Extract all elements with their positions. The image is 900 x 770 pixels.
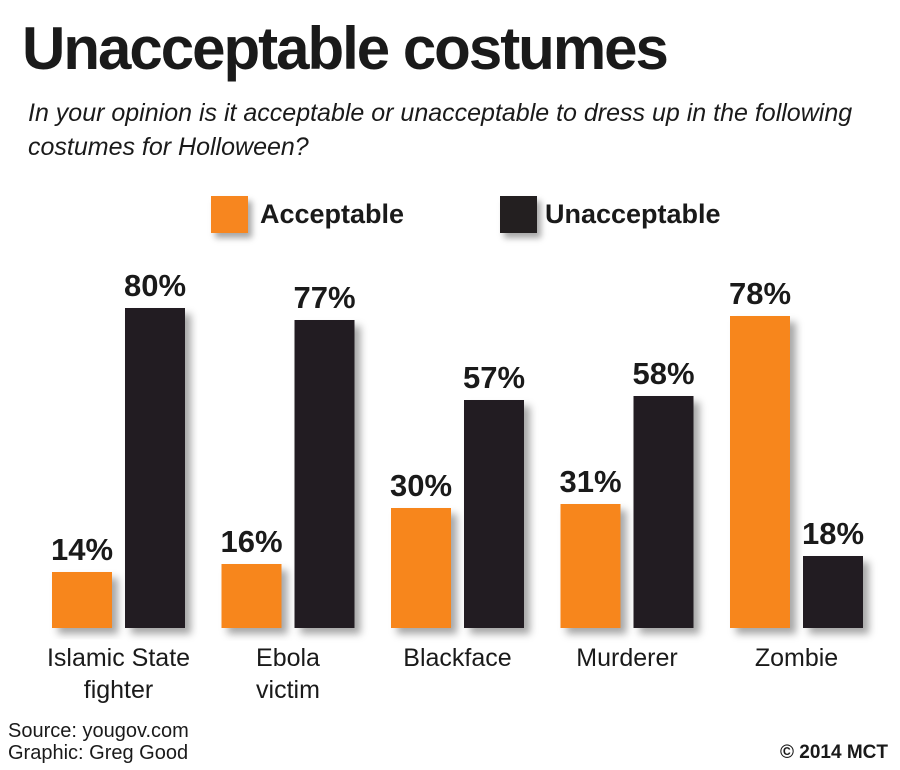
- legend-swatch-acceptable: [211, 196, 248, 233]
- legend-swatch-unacceptable: [500, 196, 537, 233]
- data-label-acceptable-0: 14%: [51, 532, 113, 567]
- bar-unacceptable-3: [633, 396, 694, 628]
- data-label-acceptable-4: 78%: [729, 276, 791, 311]
- bar-unacceptable-1: [294, 320, 355, 628]
- data-label-unacceptable-4: 18%: [802, 516, 864, 551]
- data-label-unacceptable-1: 77%: [293, 280, 355, 315]
- category-label-3: Murderer: [576, 644, 677, 672]
- chart-subtitle: In your opinion is it acceptable or unac…: [28, 99, 853, 161]
- category-label-0: Islamic State fighter: [47, 644, 190, 704]
- bar-acceptable-0: [52, 572, 112, 628]
- data-label-acceptable-1: 16%: [220, 524, 282, 559]
- category-label-1: Ebola victim: [256, 644, 320, 704]
- source-note: Source: yougov.com: [8, 720, 189, 742]
- data-label-acceptable-2: 30%: [390, 468, 452, 503]
- bar-acceptable-1: [221, 564, 282, 628]
- bar-unacceptable-0: [125, 308, 185, 628]
- chart-title: Unacceptable costumes: [22, 15, 669, 82]
- legend-label-unacceptable: Unacceptable: [545, 199, 721, 229]
- copyright: © 2014 MCT: [780, 742, 888, 763]
- category-label-2: Blackface: [403, 644, 511, 672]
- bar-unacceptable-4: [803, 556, 863, 628]
- data-label-unacceptable-3: 58%: [632, 356, 694, 391]
- category-label-4: Zombie: [755, 644, 838, 672]
- bar-acceptable-4: [730, 316, 790, 628]
- data-label-acceptable-3: 31%: [559, 464, 621, 499]
- legend-unacceptable: Unacceptable: [500, 196, 721, 233]
- legend-label-acceptable: Acceptable: [260, 199, 405, 229]
- data-label-unacceptable-2: 57%: [463, 360, 525, 395]
- bar-acceptable-2: [391, 508, 451, 628]
- data-label-unacceptable-0: 80%: [124, 268, 186, 303]
- legend-acceptable: Acceptable: [211, 196, 404, 233]
- bar-unacceptable-2: [464, 400, 524, 628]
- graphic-credit: Graphic: Greg Good: [8, 742, 189, 764]
- bar-acceptable-3: [560, 504, 621, 628]
